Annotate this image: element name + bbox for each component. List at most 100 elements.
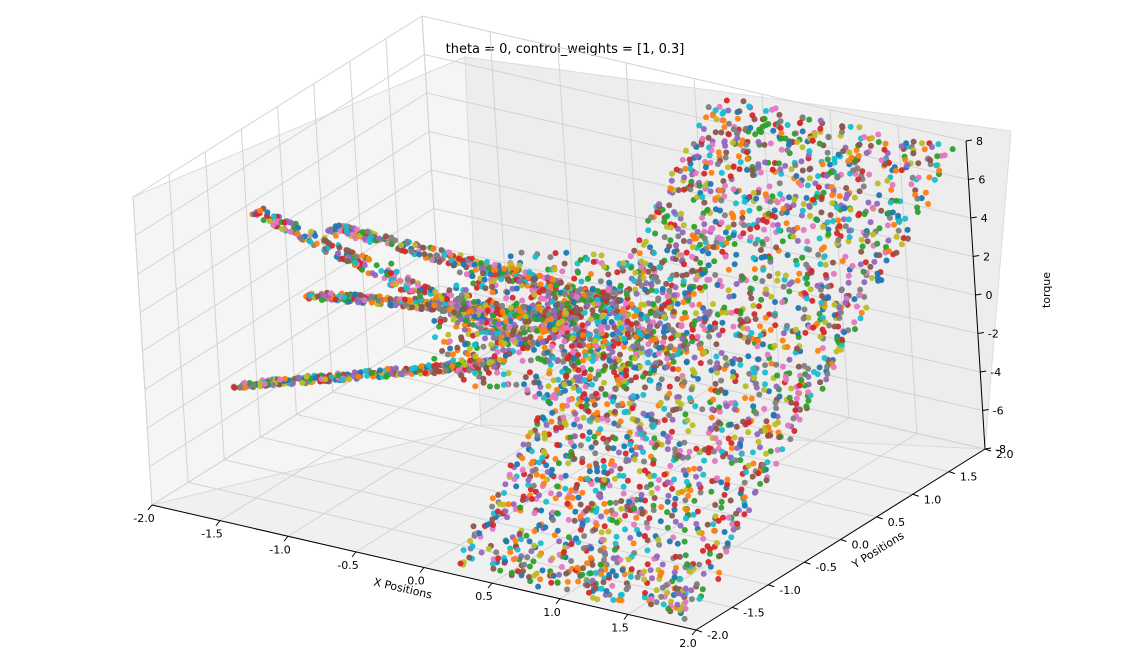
data-point	[656, 477, 662, 483]
data-point	[521, 303, 527, 310]
data-point	[651, 495, 658, 501]
data-point	[274, 218, 281, 225]
data-point	[556, 491, 563, 498]
data-point	[450, 357, 457, 364]
data-point	[519, 455, 526, 462]
data-point	[776, 434, 783, 441]
data-point	[484, 521, 491, 528]
data-point	[539, 316, 545, 323]
data-point	[865, 199, 872, 206]
data-point	[808, 267, 815, 274]
data-point	[682, 290, 688, 297]
data-point	[361, 235, 368, 242]
data-point	[661, 324, 668, 330]
data-point	[682, 471, 689, 478]
data-point	[793, 345, 800, 352]
data-point	[429, 256, 435, 263]
data-point	[509, 336, 516, 343]
data-point	[669, 416, 676, 423]
data-point	[592, 439, 599, 446]
data-point	[796, 416, 803, 423]
data-point	[661, 334, 668, 341]
grid-line-z	[142, 169, 976, 352]
data-point	[667, 224, 674, 231]
data-point	[705, 559, 712, 565]
data-point	[817, 125, 824, 132]
data-point	[398, 242, 405, 249]
data-point	[640, 391, 647, 398]
data-point	[914, 195, 921, 202]
data-point	[763, 108, 769, 114]
data-point	[630, 540, 637, 547]
data-point	[522, 318, 529, 325]
data-point	[773, 244, 780, 251]
data-point	[691, 497, 698, 504]
data-point	[860, 183, 867, 190]
data-point	[771, 342, 778, 349]
data-point	[533, 417, 540, 424]
data-point	[836, 315, 843, 321]
data-point	[663, 213, 670, 220]
data-point	[500, 347, 507, 353]
data-point	[734, 445, 741, 452]
data-point	[728, 210, 735, 217]
data-point	[489, 495, 496, 502]
data-point	[450, 351, 456, 358]
data-point	[601, 463, 608, 470]
data-point	[757, 323, 763, 330]
data-point	[649, 575, 655, 582]
data-point	[501, 490, 507, 496]
data-point	[482, 285, 489, 292]
data-point	[616, 357, 623, 364]
data-point	[681, 174, 688, 181]
data-point	[583, 401, 590, 408]
data-point	[470, 321, 477, 328]
data-point	[647, 377, 654, 384]
data-point	[535, 379, 542, 386]
data-point	[560, 358, 567, 365]
data-point	[612, 435, 619, 442]
data-point	[522, 313, 529, 320]
data-point	[645, 341, 652, 348]
data-point	[856, 210, 863, 217]
data-point	[701, 314, 708, 321]
data-point	[617, 465, 624, 472]
data-point	[723, 97, 730, 104]
data-point	[328, 290, 334, 297]
data-point	[448, 256, 455, 263]
data-point	[828, 184, 835, 190]
data-point	[700, 126, 707, 132]
data-point	[660, 601, 667, 608]
data-point	[436, 323, 443, 330]
data-point	[478, 549, 485, 556]
data-point	[631, 505, 638, 512]
data-point	[469, 543, 476, 550]
data-point	[618, 597, 625, 604]
data-point	[526, 269, 533, 275]
data-point	[376, 297, 383, 304]
data-point	[933, 162, 940, 169]
data-point	[618, 591, 625, 598]
data-point	[878, 277, 885, 284]
data-point	[361, 262, 368, 269]
data-point	[546, 370, 553, 377]
data-point	[824, 156, 831, 163]
data-point	[543, 498, 550, 505]
data-point	[773, 383, 780, 390]
data-point	[625, 583, 632, 590]
data-point	[458, 292, 465, 299]
data-point	[888, 186, 895, 193]
grid-line-z	[137, 92, 971, 275]
data-point	[584, 516, 591, 523]
data-point	[846, 149, 853, 156]
data-point	[653, 288, 660, 295]
data-point	[387, 296, 394, 302]
data-point	[472, 369, 478, 376]
data-point	[681, 439, 688, 446]
data-point	[740, 222, 747, 229]
data-point	[682, 165, 689, 172]
data-point	[755, 139, 762, 145]
data-point	[864, 238, 871, 245]
data-point	[949, 146, 956, 153]
data-point	[458, 357, 465, 364]
